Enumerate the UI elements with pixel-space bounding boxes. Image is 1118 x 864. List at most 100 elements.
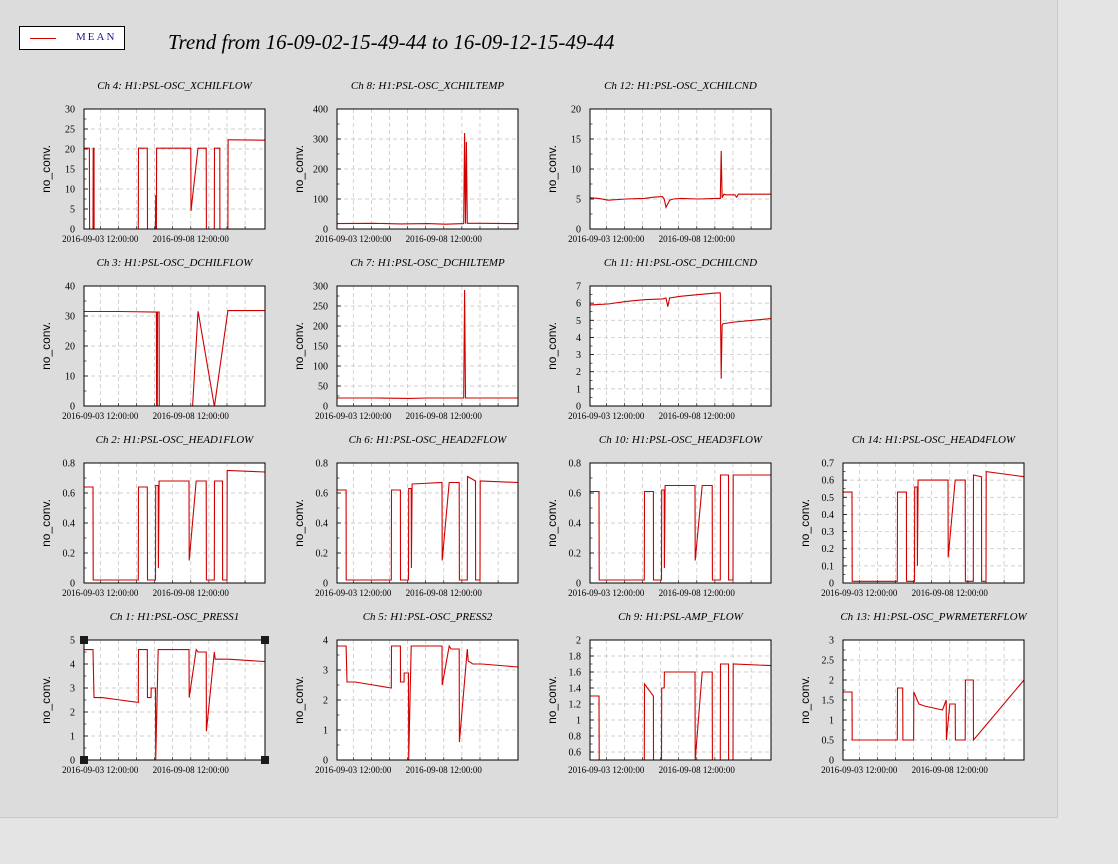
y-tick-label: 7 bbox=[576, 282, 581, 293]
y-axis-label: no_conv. bbox=[292, 145, 306, 193]
y-axis-label: no_conv. bbox=[545, 145, 559, 193]
y-tick-label: 1 bbox=[576, 716, 581, 727]
chart-title: Ch 7: H1:PSL-OSC_DCHILTEMP bbox=[350, 257, 505, 269]
plot-frame bbox=[83, 462, 266, 584]
y-tick-label: 20 bbox=[65, 145, 75, 156]
y-tick-label: 0.8 bbox=[63, 459, 76, 470]
y-tick-label: 50 bbox=[318, 382, 328, 393]
y-tick-label: 200 bbox=[313, 165, 328, 176]
y-axis-label: no_conv. bbox=[545, 322, 559, 370]
y-tick-label: 2.5 bbox=[822, 656, 835, 667]
x-tick-label: 2016-09-08 12:00:00 bbox=[659, 588, 736, 598]
y-tick-label: 0 bbox=[829, 579, 834, 590]
y-tick-label: 2 bbox=[829, 676, 834, 687]
chart-title: Ch 5: H1:PSL-OSC_PRESS2 bbox=[363, 611, 493, 623]
y-tick-label: 0 bbox=[829, 756, 834, 767]
y-tick-label: 0 bbox=[70, 225, 75, 236]
x-tick-label: 2016-09-08 12:00:00 bbox=[912, 588, 989, 598]
y-tick-label: 0.6 bbox=[569, 489, 582, 500]
selection-handle bbox=[261, 636, 269, 644]
x-tick-label: 2016-09-03 12:00:00 bbox=[315, 234, 392, 244]
plot-frame bbox=[589, 639, 772, 761]
y-tick-label: 0.8 bbox=[316, 459, 329, 470]
chart-panel-7: 0 0.2 0.4 0.6 0.8 2016-09-03 12:00:00 2016-09-… bbox=[39, 434, 266, 598]
plot-frame bbox=[589, 285, 772, 407]
y-tick-label: 0.6 bbox=[63, 489, 76, 500]
chart-title: Ch 3: H1:PSL-OSC_DCHILFLOW bbox=[97, 257, 254, 269]
series-line-mean bbox=[337, 644, 519, 761]
plot-area bbox=[84, 640, 265, 760]
chart-panel-6: 0 1 2 3 4 5 6 7 2016-09-03 12:00:00 2016-09-08 12… bbox=[545, 257, 772, 421]
y-tick-label: 0.4 bbox=[569, 519, 582, 530]
y-tick-label: 3 bbox=[576, 350, 581, 361]
page-title: Trend from 16-09-02-15-49-44 to 16-09-12… bbox=[168, 30, 615, 54]
y-tick-label: 0.7 bbox=[822, 459, 835, 470]
y-tick-label: 1.5 bbox=[822, 696, 835, 707]
plot-area bbox=[337, 109, 518, 229]
legend-label: MEAN bbox=[76, 31, 117, 43]
y-tick-label: 30 bbox=[65, 105, 75, 116]
x-tick-label: 2016-09-08 12:00:00 bbox=[406, 588, 483, 598]
plot-area bbox=[590, 286, 771, 406]
y-tick-label: 1 bbox=[576, 384, 581, 395]
y-tick-label: 5 bbox=[70, 636, 75, 647]
series-line-mean bbox=[843, 470, 1025, 582]
chart-title: Ch 13: H1:PSL-OSC_PWRMETERFLOW bbox=[840, 611, 1027, 623]
x-tick-label: 2016-09-03 12:00:00 bbox=[62, 411, 139, 421]
y-tick-label: 100 bbox=[313, 362, 328, 373]
y-tick-label: 100 bbox=[313, 195, 328, 206]
chart-title: Ch 12: H1:PSL-OSC_XCHILCND bbox=[604, 80, 757, 92]
x-tick-label: 2016-09-03 12:00:00 bbox=[315, 588, 392, 598]
y-tick-label: 0.2 bbox=[822, 544, 835, 555]
x-tick-label: 2016-09-08 12:00:00 bbox=[153, 411, 230, 421]
y-tick-label: 2 bbox=[576, 636, 581, 647]
plot-frame bbox=[83, 639, 266, 761]
chart-title: Ch 11: H1:PSL-OSC_DCHILCND bbox=[604, 257, 757, 269]
plot-frame bbox=[336, 639, 519, 761]
series-line-mean bbox=[590, 663, 772, 761]
plot-area bbox=[337, 640, 518, 760]
legend-line-swatch bbox=[30, 38, 56, 39]
chart-panel-4: 0 10 20 30 40 2016-09-03 12:00:00 2016-09-08 1… bbox=[39, 257, 266, 421]
chart-panel-2: 0 100 200 300 400 2016-09-03 12:00:00 2016-09-… bbox=[292, 80, 519, 244]
y-axis-label: no_conv. bbox=[39, 676, 53, 724]
y-tick-label: 1 bbox=[70, 732, 75, 743]
x-tick-label: 2016-09-08 12:00:00 bbox=[153, 765, 230, 775]
y-tick-label: 4 bbox=[323, 636, 328, 647]
y-tick-label: 4 bbox=[576, 333, 581, 344]
y-tick-label: 0 bbox=[70, 402, 75, 413]
y-tick-label: 250 bbox=[313, 302, 328, 313]
series-line-mean bbox=[843, 679, 1025, 742]
plot-frame bbox=[336, 108, 519, 230]
chart-panel-10: 0 0.1 0.2 0.3 0.4 0.5 0.6 0.7 2016-09-03 12:00:0… bbox=[798, 434, 1025, 598]
legend-box: MEAN bbox=[19, 26, 125, 50]
y-tick-label: 3 bbox=[323, 666, 328, 677]
y-tick-label: 10 bbox=[571, 165, 581, 176]
selection-handle bbox=[80, 636, 88, 644]
x-tick-label: 2016-09-03 12:00:00 bbox=[315, 411, 392, 421]
x-tick-label: 2016-09-08 12:00:00 bbox=[153, 234, 230, 244]
chart-title: Ch 14: H1:PSL-OSC_HEAD4FLOW bbox=[852, 434, 1016, 446]
y-axis-label: no_conv. bbox=[545, 676, 559, 724]
chart-panel-8: 0 0.2 0.4 0.6 0.8 2016-09-03 12:00:00 2016-09-… bbox=[292, 434, 519, 598]
y-tick-label: 2 bbox=[576, 367, 581, 378]
y-tick-label: 10 bbox=[65, 372, 75, 383]
series-line-mean bbox=[589, 292, 772, 379]
chart-panel-14: 0 0.5 1 1.5 2 2.5 3 2016-09-03 12:00:00 2016-09-… bbox=[798, 611, 1028, 775]
y-tick-label: 2 bbox=[70, 708, 75, 719]
y-axis-label: no_conv. bbox=[39, 322, 53, 370]
y-tick-label: 300 bbox=[313, 282, 328, 293]
plot-area bbox=[843, 463, 1024, 583]
y-tick-label: 10 bbox=[65, 185, 75, 196]
selection-handle bbox=[80, 756, 88, 764]
plot-frame bbox=[589, 462, 772, 584]
x-tick-label: 2016-09-08 12:00:00 bbox=[406, 411, 483, 421]
x-tick-label: 2016-09-08 12:00:00 bbox=[153, 588, 230, 598]
x-tick-label: 2016-09-03 12:00:00 bbox=[568, 588, 645, 598]
y-tick-label: 0.2 bbox=[569, 549, 582, 560]
y-tick-label: 1.6 bbox=[569, 668, 582, 679]
y-axis-label: no_conv. bbox=[798, 676, 812, 724]
y-axis-label: no_conv. bbox=[798, 499, 812, 547]
y-tick-label: 15 bbox=[65, 165, 75, 176]
